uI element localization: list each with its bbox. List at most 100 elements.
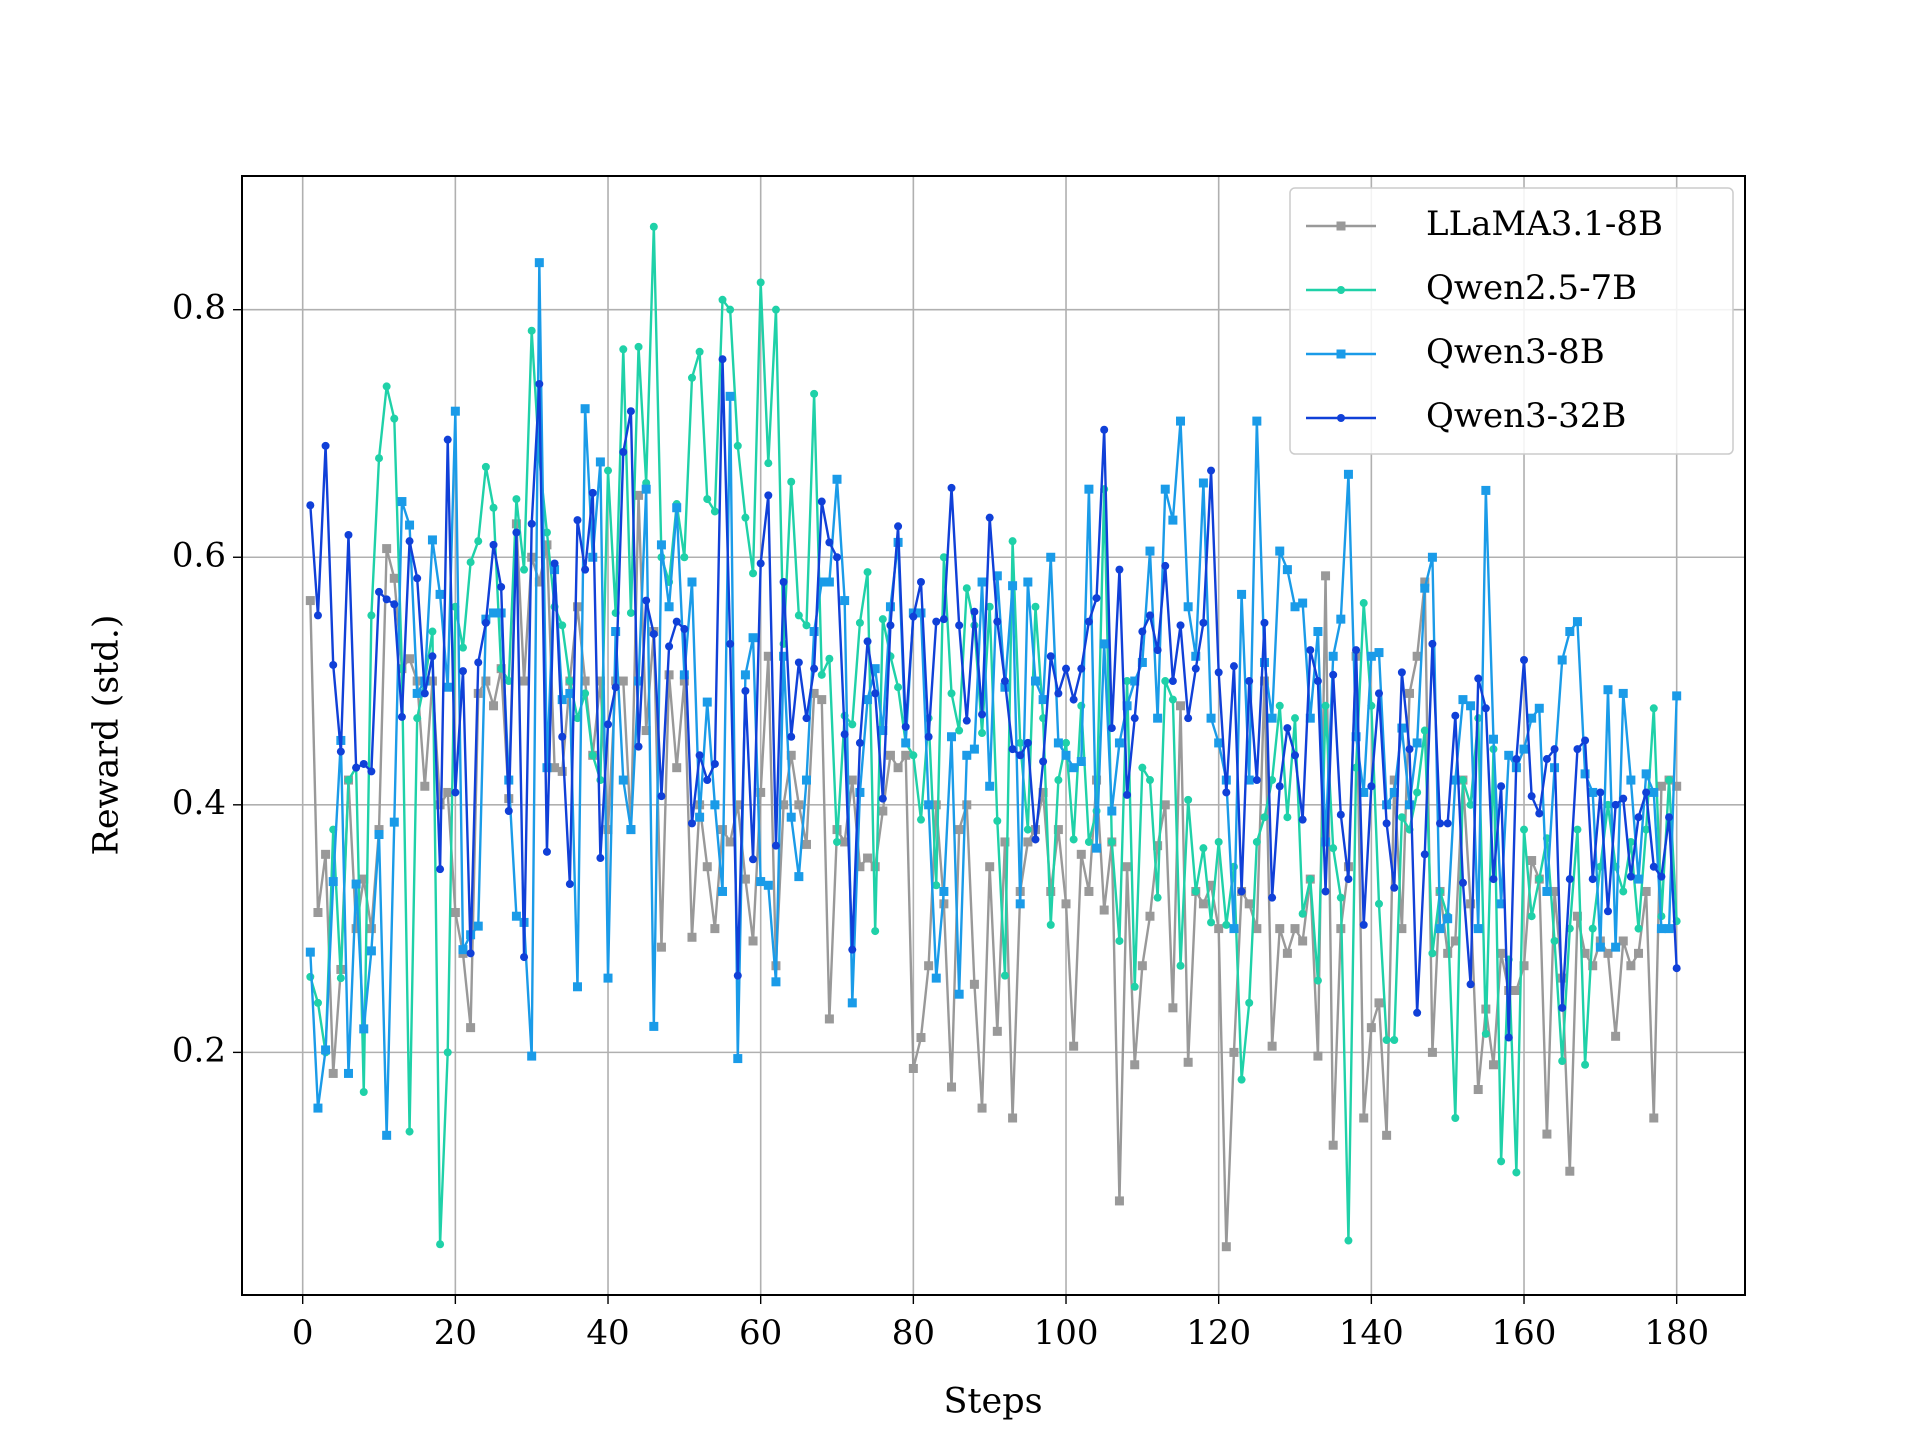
- marker: [832, 474, 842, 484]
- marker: [1214, 668, 1223, 677]
- marker: [534, 258, 544, 268]
- marker: [1176, 961, 1185, 970]
- marker: [382, 595, 391, 604]
- marker: [962, 750, 972, 760]
- marker: [1572, 911, 1582, 921]
- marker: [1291, 751, 1300, 760]
- marker: [450, 908, 460, 918]
- marker: [1626, 872, 1635, 881]
- marker: [932, 617, 941, 626]
- marker: [527, 1051, 537, 1061]
- marker: [870, 862, 880, 872]
- marker: [710, 507, 719, 516]
- series: [306, 355, 1681, 1042]
- marker: [710, 759, 719, 768]
- marker: [1412, 738, 1422, 748]
- marker: [665, 642, 674, 651]
- marker: [626, 608, 635, 617]
- marker: [1122, 862, 1132, 872]
- x-tick-label: 140: [1339, 1313, 1404, 1353]
- marker: [580, 404, 590, 414]
- marker: [1527, 792, 1536, 801]
- marker: [1565, 1166, 1575, 1176]
- marker: [1512, 1168, 1521, 1177]
- marker: [367, 767, 376, 776]
- marker: [833, 837, 842, 846]
- marker: [1160, 800, 1170, 810]
- marker: [978, 729, 987, 738]
- marker: [588, 751, 597, 760]
- marker: [1595, 942, 1605, 952]
- marker: [939, 886, 949, 896]
- marker: [321, 849, 331, 859]
- marker: [695, 347, 704, 356]
- marker: [397, 712, 406, 721]
- marker: [1145, 611, 1154, 620]
- x-tick-label: 180: [1644, 1313, 1709, 1353]
- marker: [1123, 677, 1132, 686]
- marker: [1618, 688, 1628, 698]
- marker: [1481, 485, 1491, 495]
- marker: [1268, 893, 1277, 902]
- marker: [1420, 577, 1430, 587]
- marker: [397, 497, 407, 507]
- marker: [1642, 825, 1651, 834]
- marker: [1046, 886, 1056, 896]
- marker: [1023, 837, 1033, 847]
- marker: [641, 484, 651, 494]
- marker: [1207, 466, 1216, 475]
- marker: [1634, 874, 1644, 884]
- marker: [1481, 1029, 1490, 1038]
- marker: [909, 751, 918, 760]
- marker: [1275, 701, 1284, 710]
- marker: [924, 961, 934, 971]
- marker: [855, 738, 864, 747]
- marker: [840, 730, 849, 739]
- marker: [481, 676, 491, 686]
- marker: [313, 611, 322, 620]
- marker: [1344, 875, 1353, 884]
- marker: [885, 602, 895, 612]
- marker: [1390, 1036, 1399, 1045]
- marker: [497, 582, 506, 591]
- legend-label: Qwen3-32B: [1426, 396, 1626, 436]
- marker: [901, 750, 911, 760]
- marker: [1252, 776, 1261, 785]
- marker: [458, 945, 468, 955]
- marker: [1427, 552, 1437, 562]
- marker: [1206, 713, 1216, 723]
- y-tick-label: 0.6: [172, 535, 226, 575]
- marker: [1123, 790, 1132, 799]
- marker: [1229, 1047, 1239, 1057]
- marker: [489, 503, 498, 512]
- marker: [1199, 844, 1208, 853]
- marker: [313, 1103, 323, 1113]
- marker: [1488, 734, 1498, 744]
- marker: [1321, 837, 1331, 847]
- legend-marker: [1337, 414, 1345, 422]
- marker: [1176, 701, 1186, 711]
- marker: [420, 689, 429, 698]
- marker: [1580, 769, 1590, 779]
- marker: [1038, 787, 1048, 797]
- marker: [519, 676, 529, 686]
- marker: [810, 664, 819, 673]
- marker: [1466, 980, 1475, 989]
- marker: [1191, 887, 1200, 896]
- marker: [1618, 936, 1628, 946]
- marker: [1183, 1057, 1193, 1067]
- marker: [817, 497, 826, 506]
- marker: [672, 763, 682, 773]
- marker: [511, 911, 521, 921]
- marker: [1114, 738, 1124, 748]
- marker: [1489, 875, 1498, 884]
- marker: [871, 927, 880, 936]
- marker: [1359, 599, 1368, 608]
- marker: [642, 596, 651, 605]
- marker: [1672, 781, 1682, 791]
- marker: [1137, 657, 1147, 667]
- marker: [916, 1033, 926, 1043]
- marker: [1611, 942, 1621, 952]
- marker: [1115, 565, 1124, 574]
- marker: [389, 817, 399, 827]
